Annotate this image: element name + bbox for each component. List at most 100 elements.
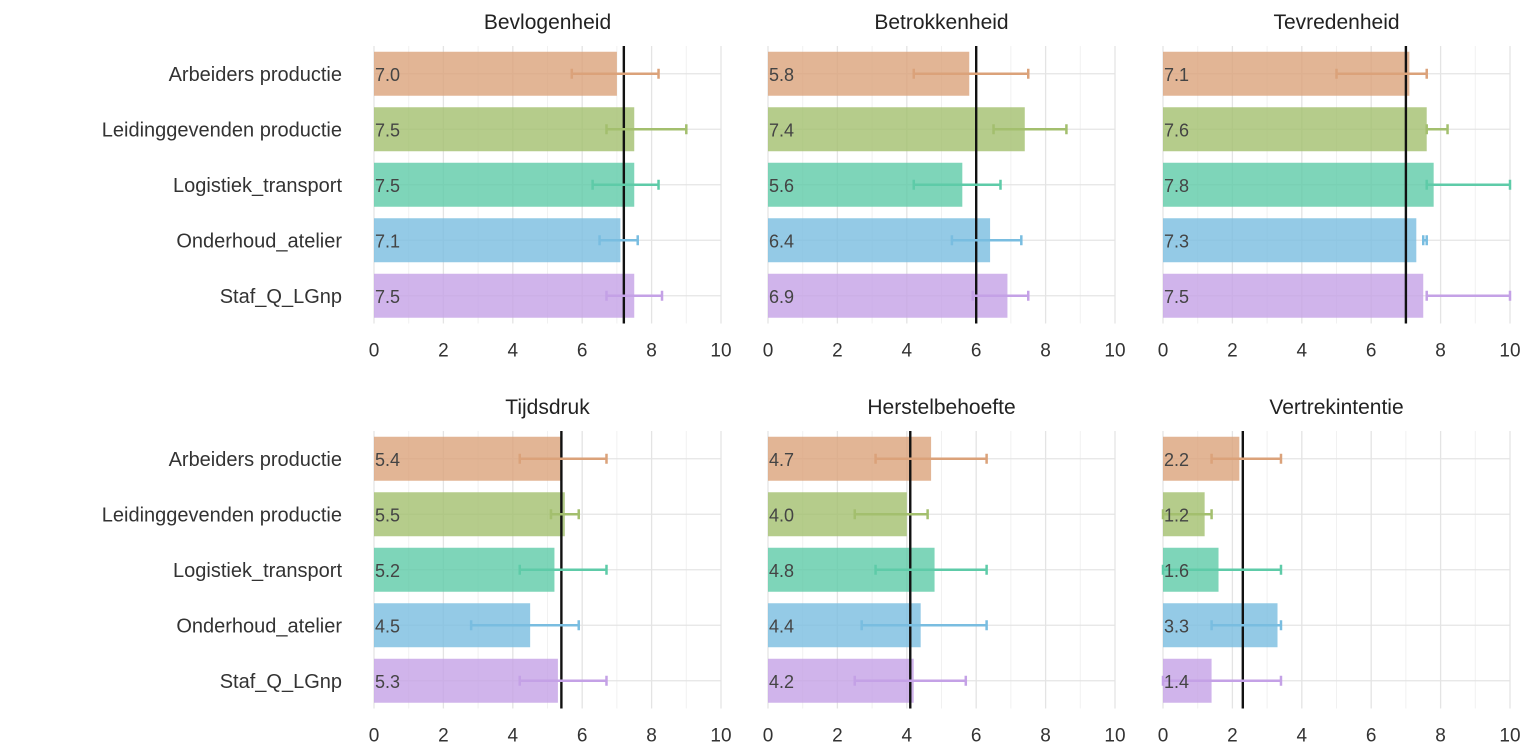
value-label: 1.6	[1164, 561, 1189, 581]
bar	[374, 107, 635, 152]
value-label: 1.4	[1164, 672, 1189, 692]
value-label: 4.0	[769, 505, 794, 525]
x-tick-label: 10	[710, 341, 731, 362]
x-tick-label: 10	[1104, 341, 1125, 362]
value-label: 4.4	[769, 616, 794, 636]
value-label: 5.3	[375, 672, 400, 692]
x-tick-label: 2	[438, 726, 449, 747]
bar	[374, 273, 635, 318]
category-label: Leidinggevenden productie	[102, 504, 342, 526]
bar	[374, 492, 565, 537]
value-label: 5.4	[375, 450, 400, 470]
value-label: 7.1	[1164, 65, 1189, 85]
x-tick-label: 0	[369, 726, 380, 747]
value-label: 4.5	[375, 616, 400, 636]
value-label: 5.8	[769, 65, 794, 85]
panel-vertrekintentie: Vertrekintentie 2.2 1.2 1.6 3.3 1.4 0 2 4 6 8 10	[1158, 396, 1521, 747]
value-label: 7.5	[375, 287, 400, 307]
x-tick-label: 2	[832, 341, 843, 362]
value-label: 7.5	[375, 120, 400, 140]
x-tick-label: 4	[508, 726, 519, 747]
panel-herstelbehoefte: Herstelbehoefte 4.7 4.0 4.8 4.4 4.2 0 2 4 6 8 10	[763, 396, 1126, 747]
value-label: 2.2	[1164, 450, 1189, 470]
x-tick-label: 8	[1435, 726, 1446, 747]
bar	[374, 218, 621, 263]
value-label: 1.2	[1164, 505, 1189, 525]
panel-betrokkenheid: Betrokkenheid 5.8 7.4 5.6 6.4 6.9 0 2 4 6 8 10	[763, 11, 1126, 362]
x-tick-label: 0	[1158, 726, 1169, 747]
panel-tevredenheid: Tevredenheid 7.1 7.6 7.8 7.3 7.5 0 2 4 6 8 10	[1158, 11, 1521, 362]
category-label: Logistiek_transport	[173, 560, 342, 582]
value-label: 7.6	[1164, 120, 1189, 140]
x-tick-label: 4	[508, 341, 519, 362]
bar	[374, 162, 635, 207]
category-label: Onderhoud_atelier	[176, 230, 342, 252]
value-label: 5.5	[375, 505, 400, 525]
value-label: 7.1	[375, 231, 400, 251]
x-tick-label: 8	[1435, 341, 1446, 362]
value-label: 7.5	[375, 176, 400, 196]
category-label: Logistiek_transport	[173, 175, 342, 197]
x-tick-label: 6	[1366, 341, 1377, 362]
x-tick-label: 8	[1040, 726, 1051, 747]
category-label: Arbeiders productie	[169, 449, 342, 471]
value-label: 3.3	[1164, 616, 1189, 636]
bar	[1163, 162, 1434, 207]
category-label: Leidinggevenden productie	[102, 119, 342, 141]
x-tick-label: 6	[971, 726, 982, 747]
x-tick-label: 0	[1158, 341, 1169, 362]
panel-tijdsdruk: Tijdsdruk 5.4 5.5 5.2 4.5 5.3 Arbeiders produc…	[102, 396, 732, 747]
value-label: 5.2	[375, 561, 400, 581]
panel-title: Herstelbehoefte	[867, 396, 1015, 419]
x-tick-label: 4	[902, 341, 913, 362]
value-label: 7.3	[1164, 231, 1189, 251]
x-tick-label: 10	[1499, 726, 1520, 747]
category-label: Onderhoud_atelier	[176, 615, 342, 637]
panel-title: Bevlogenheid	[484, 11, 611, 34]
value-label: 7.5	[1164, 287, 1189, 307]
bar	[1163, 107, 1427, 152]
value-label: 4.8	[769, 561, 794, 581]
panel-title: Tevredenheid	[1273, 11, 1399, 34]
panel-title: Betrokkenheid	[874, 11, 1008, 34]
bar	[1163, 218, 1417, 263]
x-tick-label: 8	[646, 341, 657, 362]
value-label: 4.2	[769, 672, 794, 692]
x-tick-label: 6	[577, 341, 588, 362]
value-label: 6.4	[769, 231, 794, 251]
bar	[768, 107, 1025, 152]
x-tick-label: 8	[1040, 341, 1051, 362]
x-tick-label: 10	[1104, 726, 1125, 747]
value-label: 6.9	[769, 287, 794, 307]
x-tick-label: 2	[1227, 726, 1238, 747]
value-label: 7.0	[375, 65, 400, 85]
category-label: Staf_Q_LGnp	[220, 671, 342, 693]
x-tick-label: 6	[577, 726, 588, 747]
x-tick-label: 4	[902, 726, 913, 747]
x-tick-label: 0	[369, 341, 380, 362]
panel-title: Vertrekintentie	[1269, 396, 1403, 419]
x-tick-label: 10	[1499, 341, 1520, 362]
x-tick-label: 2	[438, 341, 449, 362]
x-tick-label: 4	[1297, 341, 1308, 362]
x-tick-label: 2	[1227, 341, 1238, 362]
category-label: Staf_Q_LGnp	[220, 286, 342, 308]
x-tick-label: 0	[763, 726, 774, 747]
value-label: 7.8	[1164, 176, 1189, 196]
x-tick-label: 6	[971, 341, 982, 362]
value-label: 7.4	[769, 120, 794, 140]
x-tick-label: 6	[1366, 726, 1377, 747]
x-tick-label: 8	[646, 726, 657, 747]
x-tick-label: 2	[832, 726, 843, 747]
x-tick-label: 10	[710, 726, 731, 747]
panel-bevlogenheid: Bevlogenheid 7.0 7.5 7.5 7.1 7.5 Arbeiders pro…	[102, 11, 732, 362]
bar	[1163, 273, 1424, 318]
x-tick-label: 4	[1297, 726, 1308, 747]
bar	[768, 273, 1008, 318]
value-label: 4.7	[769, 450, 794, 470]
value-label: 5.6	[769, 176, 794, 196]
category-label: Arbeiders productie	[169, 64, 342, 86]
panel-title: Tijdsdruk	[505, 396, 590, 419]
